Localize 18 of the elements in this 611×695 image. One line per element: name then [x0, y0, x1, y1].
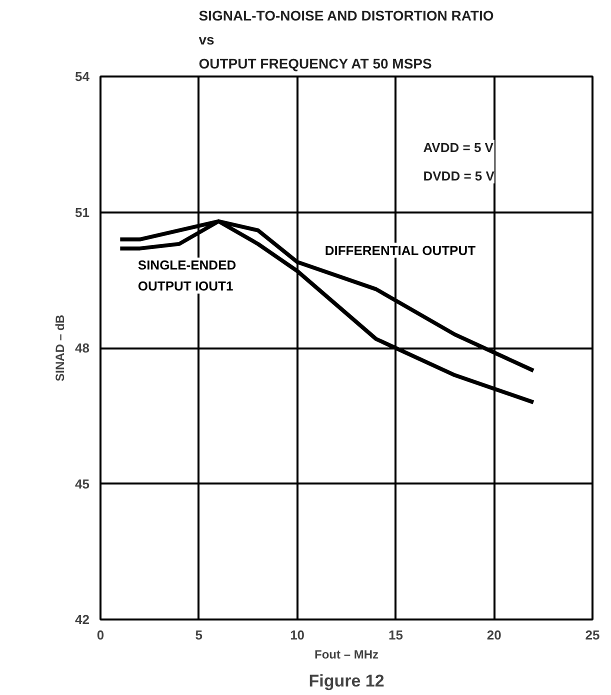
- annotation: AVDD = 5 V DVDD = 5 V: [423, 140, 495, 184]
- caption: Figure 12: [308, 672, 384, 690]
- y-tick-label: 45: [75, 476, 90, 492]
- x-axis-title: Fout – MHz: [314, 648, 379, 662]
- x-tick-label: 25: [585, 628, 600, 642]
- series-label: SINGLE-ENDED OUTPUT IOUT1: [138, 258, 236, 294]
- y-tick-label: 51: [75, 204, 90, 220]
- x-tick-label: 20: [486, 628, 502, 642]
- y-tick-label: 54: [75, 69, 90, 84]
- y-tick-label: 42: [75, 612, 90, 627]
- x-tick-label: 10: [290, 628, 305, 642]
- chart-title: SIGNAL-TO-NOISE AND DISTORTION RATIO vs OUTPUT FREQUENCY AT 50 MSPS: [198, 8, 494, 72]
- y-axis-title: SINAD – dB: [53, 314, 68, 382]
- y-tick-label: 48: [75, 340, 90, 356]
- x-tick-label: 15: [388, 628, 403, 642]
- series-label: DIFFERENTIAL OUTPUT: [324, 242, 476, 258]
- x-tick-label: 5: [195, 628, 203, 642]
- x-tick-label: 0: [96, 628, 104, 642]
